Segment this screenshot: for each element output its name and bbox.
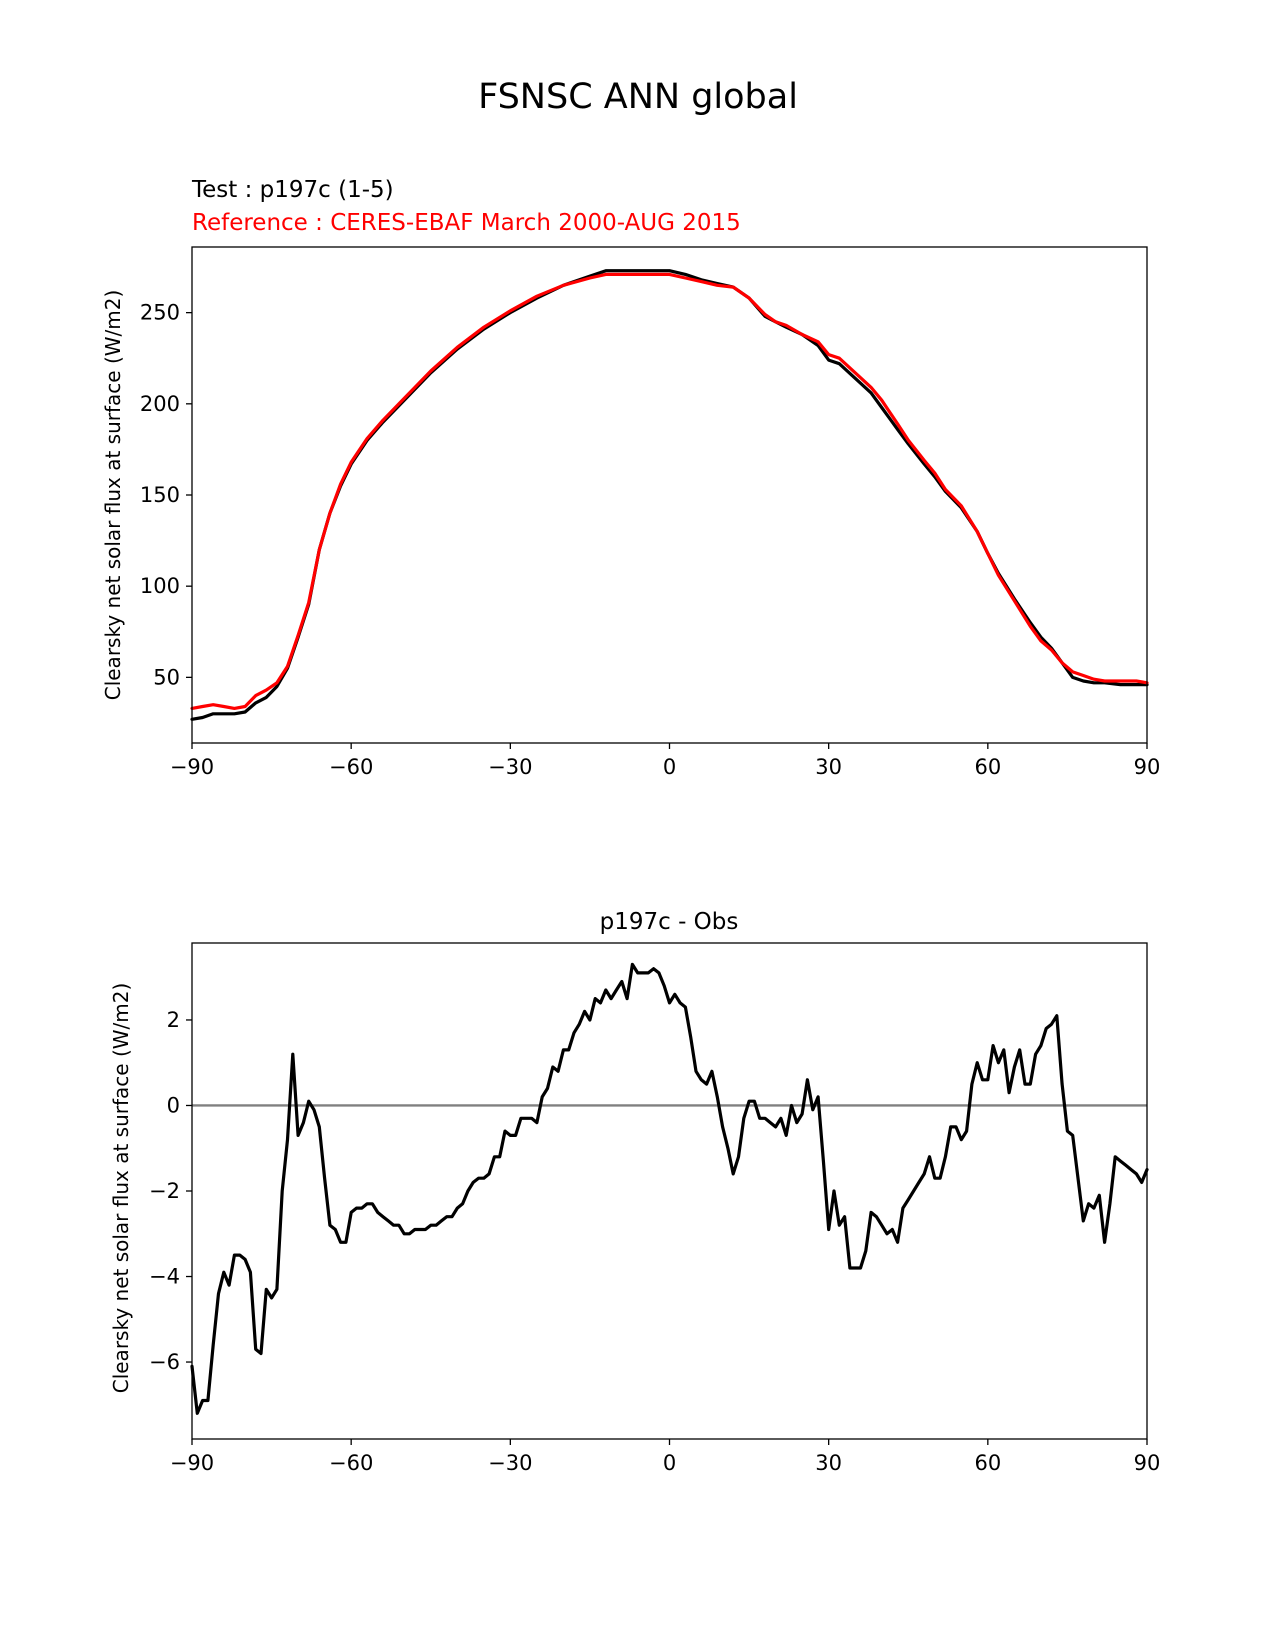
y-tick-label: 150 [140,483,180,507]
series-line-0 [190,962,1149,1415]
y-tick-label: −2 [149,1179,180,1203]
y-tick-label: 200 [140,392,180,416]
plot-frame [191,942,1148,1440]
x-tick-label: 90 [1134,755,1161,779]
y-tick-label: 2 [167,1008,180,1032]
top-panel: Test : p197c (1-5) Reference : CERES-EBA… [101,177,1160,779]
series-line-1 [190,272,1149,711]
x-tick-label: 90 [1134,1451,1161,1475]
y-tick-label: 50 [153,665,180,689]
y-axis-label: Clearsky net solar flux at surface (W/m2… [101,290,125,701]
y-axis-label: Clearsky net solar flux at surface (W/m2… [109,983,133,1394]
y-ticks: −6 −4 −2 0 2 [149,1008,192,1374]
y-ticks: 50 100 150 200 250 [140,301,192,689]
x-tick-label: −60 [329,755,373,779]
x-tick-label: −30 [488,1451,532,1475]
x-ticks: −90 −60 −30 0 30 60 90 [170,743,1161,779]
y-tick-label: 250 [140,301,180,325]
reference-label: Reference : CERES-EBAF March 2000-AUG 20… [192,210,741,236]
plot-frame [191,246,1148,744]
y-tick-label: −6 [149,1350,180,1374]
x-tick-label: 30 [815,1451,842,1475]
x-tick-label: −90 [170,755,214,779]
x-tick-label: 0 [663,1451,676,1475]
x-tick-label: 30 [815,755,842,779]
diff-plot-title: p197c - Obs [600,909,739,935]
figure-title: FSNSC ANN global [478,77,798,117]
x-tick-label: −60 [329,1451,373,1475]
y-tick-label: 100 [140,574,180,598]
x-tick-label: 60 [974,755,1001,779]
x-tick-label: 0 [663,755,676,779]
y-tick-label: −4 [149,1265,180,1289]
y-tick-label: 0 [167,1093,180,1117]
x-tick-label: 60 [974,1451,1001,1475]
test-label: Test : p197c (1-5) [191,177,394,203]
series-lines [190,962,1149,1415]
series-lines [190,269,1149,721]
x-tick-label: −30 [488,755,532,779]
x-tick-label: −90 [170,1451,214,1475]
bottom-panel: p197c - Obs Clearsky net solar flux at s… [109,909,1160,1475]
x-ticks: −90 −60 −30 0 30 60 90 [170,1439,1161,1475]
